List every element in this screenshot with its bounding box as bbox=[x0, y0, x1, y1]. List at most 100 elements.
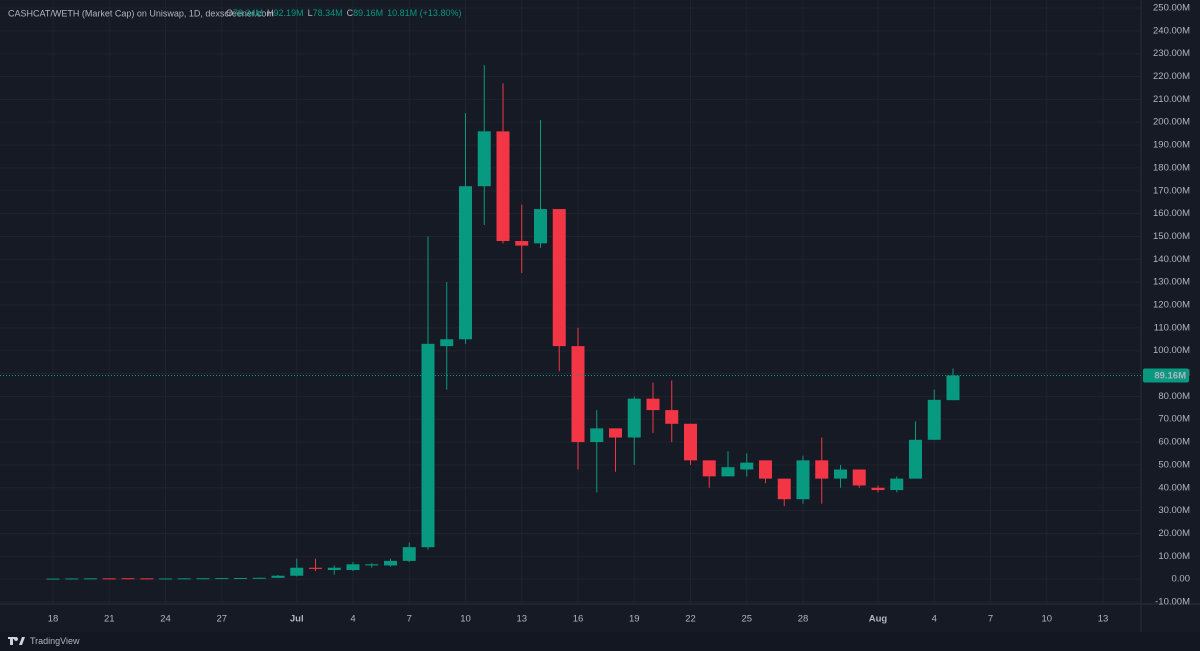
candle-body bbox=[852, 469, 866, 486]
candle-body bbox=[402, 547, 416, 561]
y-tick-label: -10.00M bbox=[1155, 597, 1190, 608]
candle-body bbox=[927, 399, 941, 440]
candle-body bbox=[327, 567, 341, 571]
candle-body bbox=[440, 339, 454, 347]
candle-body bbox=[759, 460, 772, 479]
y-tick-label: 210.00M bbox=[1153, 94, 1190, 105]
y-tick-label: 240.00M bbox=[1153, 25, 1190, 36]
x-tick-label: 22 bbox=[685, 614, 696, 625]
candle-body bbox=[421, 343, 435, 548]
x-tick-label: 4 bbox=[932, 614, 937, 625]
y-tick-label: 170.00M bbox=[1153, 185, 1190, 196]
candle-body bbox=[609, 428, 622, 438]
candle-body bbox=[496, 131, 510, 242]
candle-body bbox=[346, 564, 360, 571]
y-tick-label: 190.00M bbox=[1153, 140, 1190, 151]
candle-body bbox=[46, 578, 60, 580]
x-tick-label: 7 bbox=[407, 614, 412, 625]
last-price-label: 89.16M bbox=[1154, 370, 1186, 381]
x-tick-label: 4 bbox=[350, 614, 355, 625]
x-tick-label: 24 bbox=[160, 614, 171, 625]
y-tick-label: 230.00M bbox=[1153, 48, 1190, 59]
x-tick-label: 13 bbox=[516, 614, 527, 625]
y-tick-label: 0.00 bbox=[1172, 574, 1191, 585]
y-tick-label: 130.00M bbox=[1153, 277, 1190, 288]
footer-logo: TradingView bbox=[8, 636, 80, 646]
candle-body bbox=[459, 186, 472, 340]
candle-body bbox=[177, 578, 191, 580]
candle-body bbox=[834, 469, 847, 479]
y-tick-label: 160.00M bbox=[1153, 208, 1190, 219]
candle-body bbox=[740, 462, 754, 470]
chart-title: CASHCAT/WETH (Market Cap) on Uniswap, 1D… bbox=[8, 8, 274, 18]
y-tick-label: 180.00M bbox=[1153, 162, 1190, 173]
candle-body bbox=[946, 375, 960, 401]
x-tick-label: 28 bbox=[798, 614, 809, 625]
y-tick-label: 100.00M bbox=[1153, 345, 1190, 356]
candle-body bbox=[215, 578, 229, 580]
y-tick-label: 250.00M bbox=[1153, 3, 1190, 14]
candle-body bbox=[796, 460, 810, 500]
y-tick-label: 70.00M bbox=[1158, 414, 1190, 425]
candle-body bbox=[384, 560, 397, 566]
ohlc-value: 92.19M bbox=[274, 8, 304, 18]
candle-body bbox=[121, 578, 135, 580]
candle-body bbox=[684, 423, 697, 461]
candle-body bbox=[309, 567, 322, 569]
candle-body bbox=[871, 487, 885, 491]
candle-body bbox=[65, 578, 79, 580]
x-tick-label: 27 bbox=[216, 614, 227, 625]
candle-body bbox=[665, 410, 679, 424]
candle-body bbox=[815, 460, 829, 479]
y-tick-label: 140.00M bbox=[1153, 254, 1190, 265]
y-tick-label: 60.00M bbox=[1158, 437, 1190, 448]
y-tick-label: 120.00M bbox=[1153, 300, 1190, 311]
ohlc-value: 78.34M bbox=[233, 8, 263, 18]
candle-body bbox=[909, 439, 922, 479]
x-tick-label: 25 bbox=[741, 614, 752, 625]
y-tick-label: 10.00M bbox=[1158, 551, 1190, 562]
candle-body bbox=[646, 398, 660, 411]
ohlc-legend: O78.34M H92.19M L78.34M C89.16M 10.81M (+13.… bbox=[226, 8, 461, 18]
change-value: 10.81M (+13.80%) bbox=[387, 8, 461, 18]
y-tick-label: 150.00M bbox=[1153, 231, 1190, 242]
candle-body bbox=[140, 578, 154, 580]
y-tick-label: 30.00M bbox=[1158, 505, 1190, 516]
ohlc-key: O bbox=[226, 8, 233, 18]
y-tick-label: 50.00M bbox=[1158, 459, 1190, 470]
candle-body bbox=[534, 209, 547, 244]
candle-body bbox=[571, 346, 585, 443]
ohlc-value: 89.16M bbox=[353, 8, 383, 18]
candle-body bbox=[271, 575, 285, 578]
y-tick-label: 20.00M bbox=[1158, 528, 1190, 539]
ohlc-value: 78.34M bbox=[313, 8, 343, 18]
x-tick-label: 18 bbox=[48, 614, 59, 625]
y-tick-label: 200.00M bbox=[1153, 117, 1190, 128]
x-tick-label: 16 bbox=[573, 614, 584, 625]
candle-body bbox=[234, 578, 247, 580]
candle-body bbox=[196, 578, 210, 580]
ohlc-key: C bbox=[347, 8, 354, 18]
x-tick-label: 21 bbox=[104, 614, 115, 625]
candle-body bbox=[890, 478, 904, 491]
candle-body bbox=[102, 578, 116, 580]
x-tick-label: 7 bbox=[988, 614, 993, 625]
x-tick-label: Aug bbox=[869, 614, 888, 625]
x-tick-label: 10 bbox=[1041, 614, 1052, 625]
candle-body bbox=[627, 398, 641, 438]
x-tick-label: Jul bbox=[290, 614, 304, 625]
candle-body bbox=[252, 577, 266, 579]
axes: -10.00M 0.00 10.00M 20.00M 30.00M 40.00M 50.00… bbox=[48, 3, 1190, 625]
x-tick-label: 10 bbox=[460, 614, 471, 625]
y-tick-label: 110.00M bbox=[1154, 322, 1190, 333]
candle-body bbox=[721, 467, 735, 477]
ohlc-key: H bbox=[267, 8, 274, 18]
x-tick-label: 13 bbox=[1098, 614, 1109, 625]
grid bbox=[0, 0, 1141, 604]
footer-brand: TradingView bbox=[30, 636, 80, 646]
y-tick-label: 220.00M bbox=[1153, 71, 1190, 82]
candle-body bbox=[365, 564, 379, 566]
last-price-tag bbox=[1143, 368, 1189, 383]
